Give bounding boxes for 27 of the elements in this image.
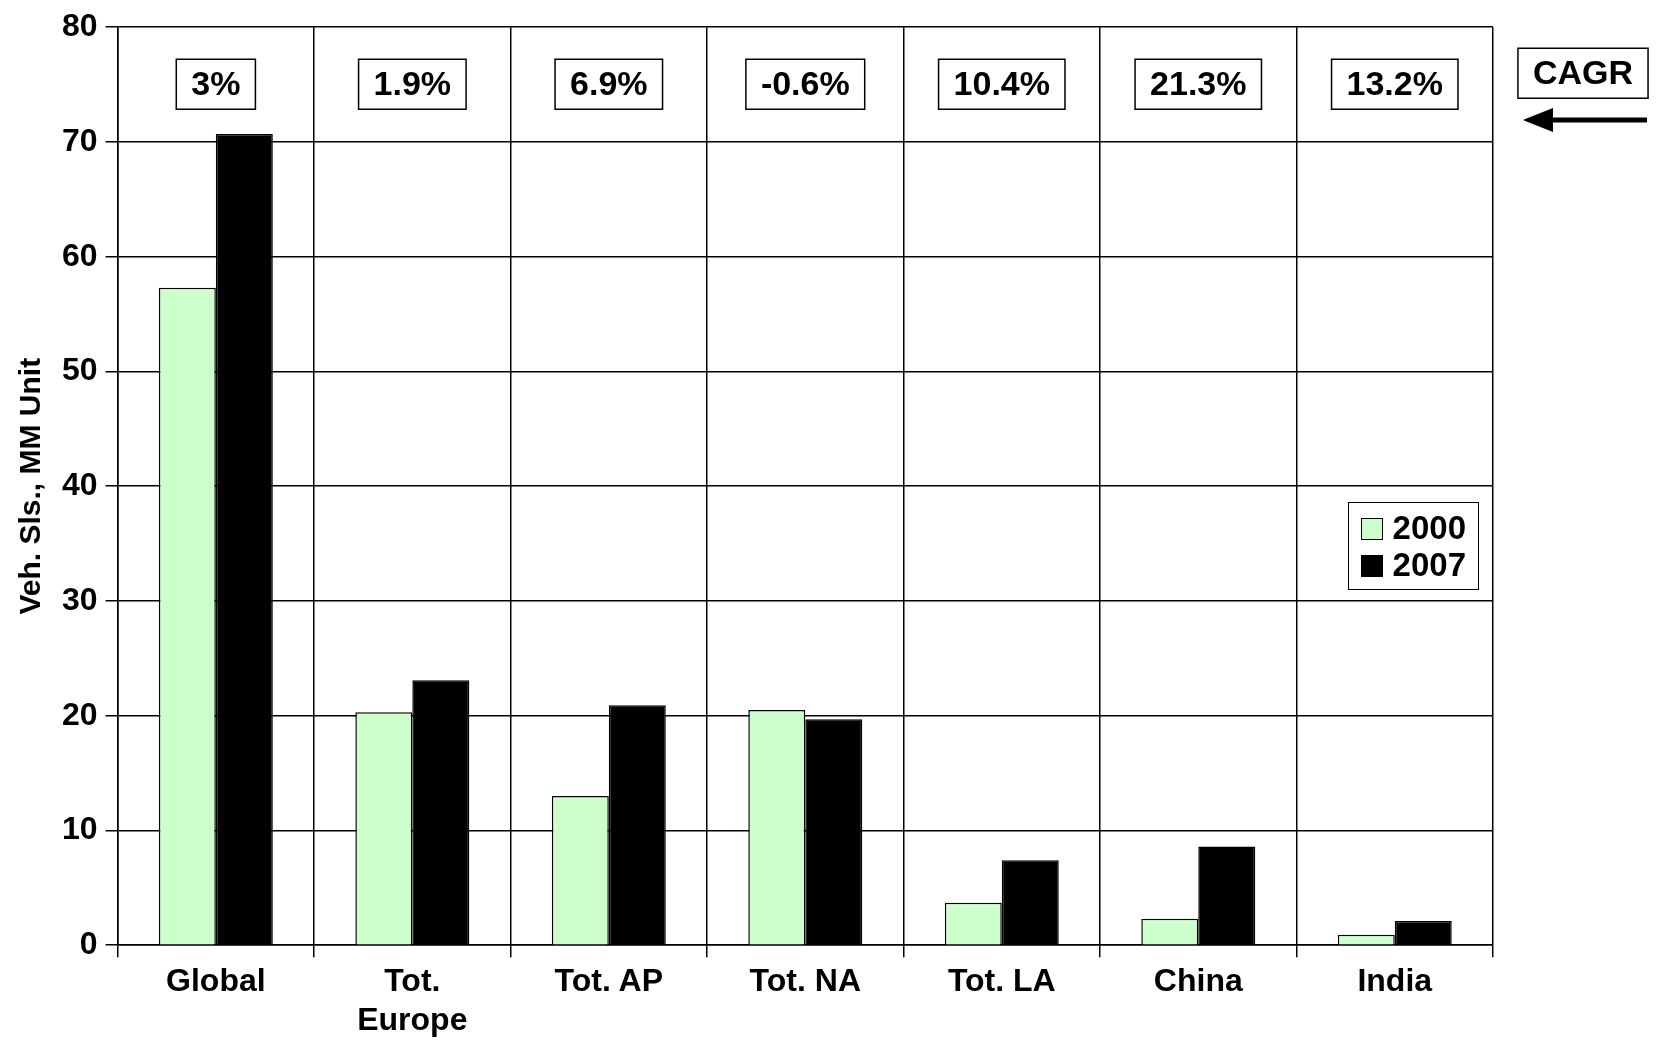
y-tick-label: 0 [79,925,98,962]
annotation: 21.3% [1150,63,1247,102]
x-tick-label: Tot. AP [554,962,664,999]
annotation: 13.2% [1346,63,1443,102]
annotation: 3% [191,63,241,102]
x-tick-label: Global [166,962,266,999]
y-tick-label: 80 [62,7,98,44]
annotation: 6.9% [570,63,648,102]
legend-label: 2007 [1391,546,1466,584]
x-tick-label: Tot. NA [749,962,861,999]
y-tick-label: 20 [62,695,98,732]
x-tick-label: Tot. LA [947,962,1056,999]
legend-label: 2000 [1391,509,1466,547]
x-tick-label: Tot. Europe [357,962,468,1037]
annotation: 1.9% [373,63,452,102]
text: CAGR [1532,52,1634,91]
x-tick-label: China [1153,962,1243,999]
y-tick-label: 40 [62,466,98,503]
annotation: -0.6% [760,63,850,102]
y-tick-label: 70 [62,121,98,158]
y-tick-label: 60 [62,236,98,273]
annotation: 10.4% [953,63,1050,102]
y-tick-label: 50 [62,351,98,388]
x-tick-label: India [1357,962,1433,999]
y-tick-label: 10 [62,810,98,847]
y-axis-title: Veh. Sls., MM Unit [13,357,47,615]
y-tick-label: 30 [62,580,98,617]
